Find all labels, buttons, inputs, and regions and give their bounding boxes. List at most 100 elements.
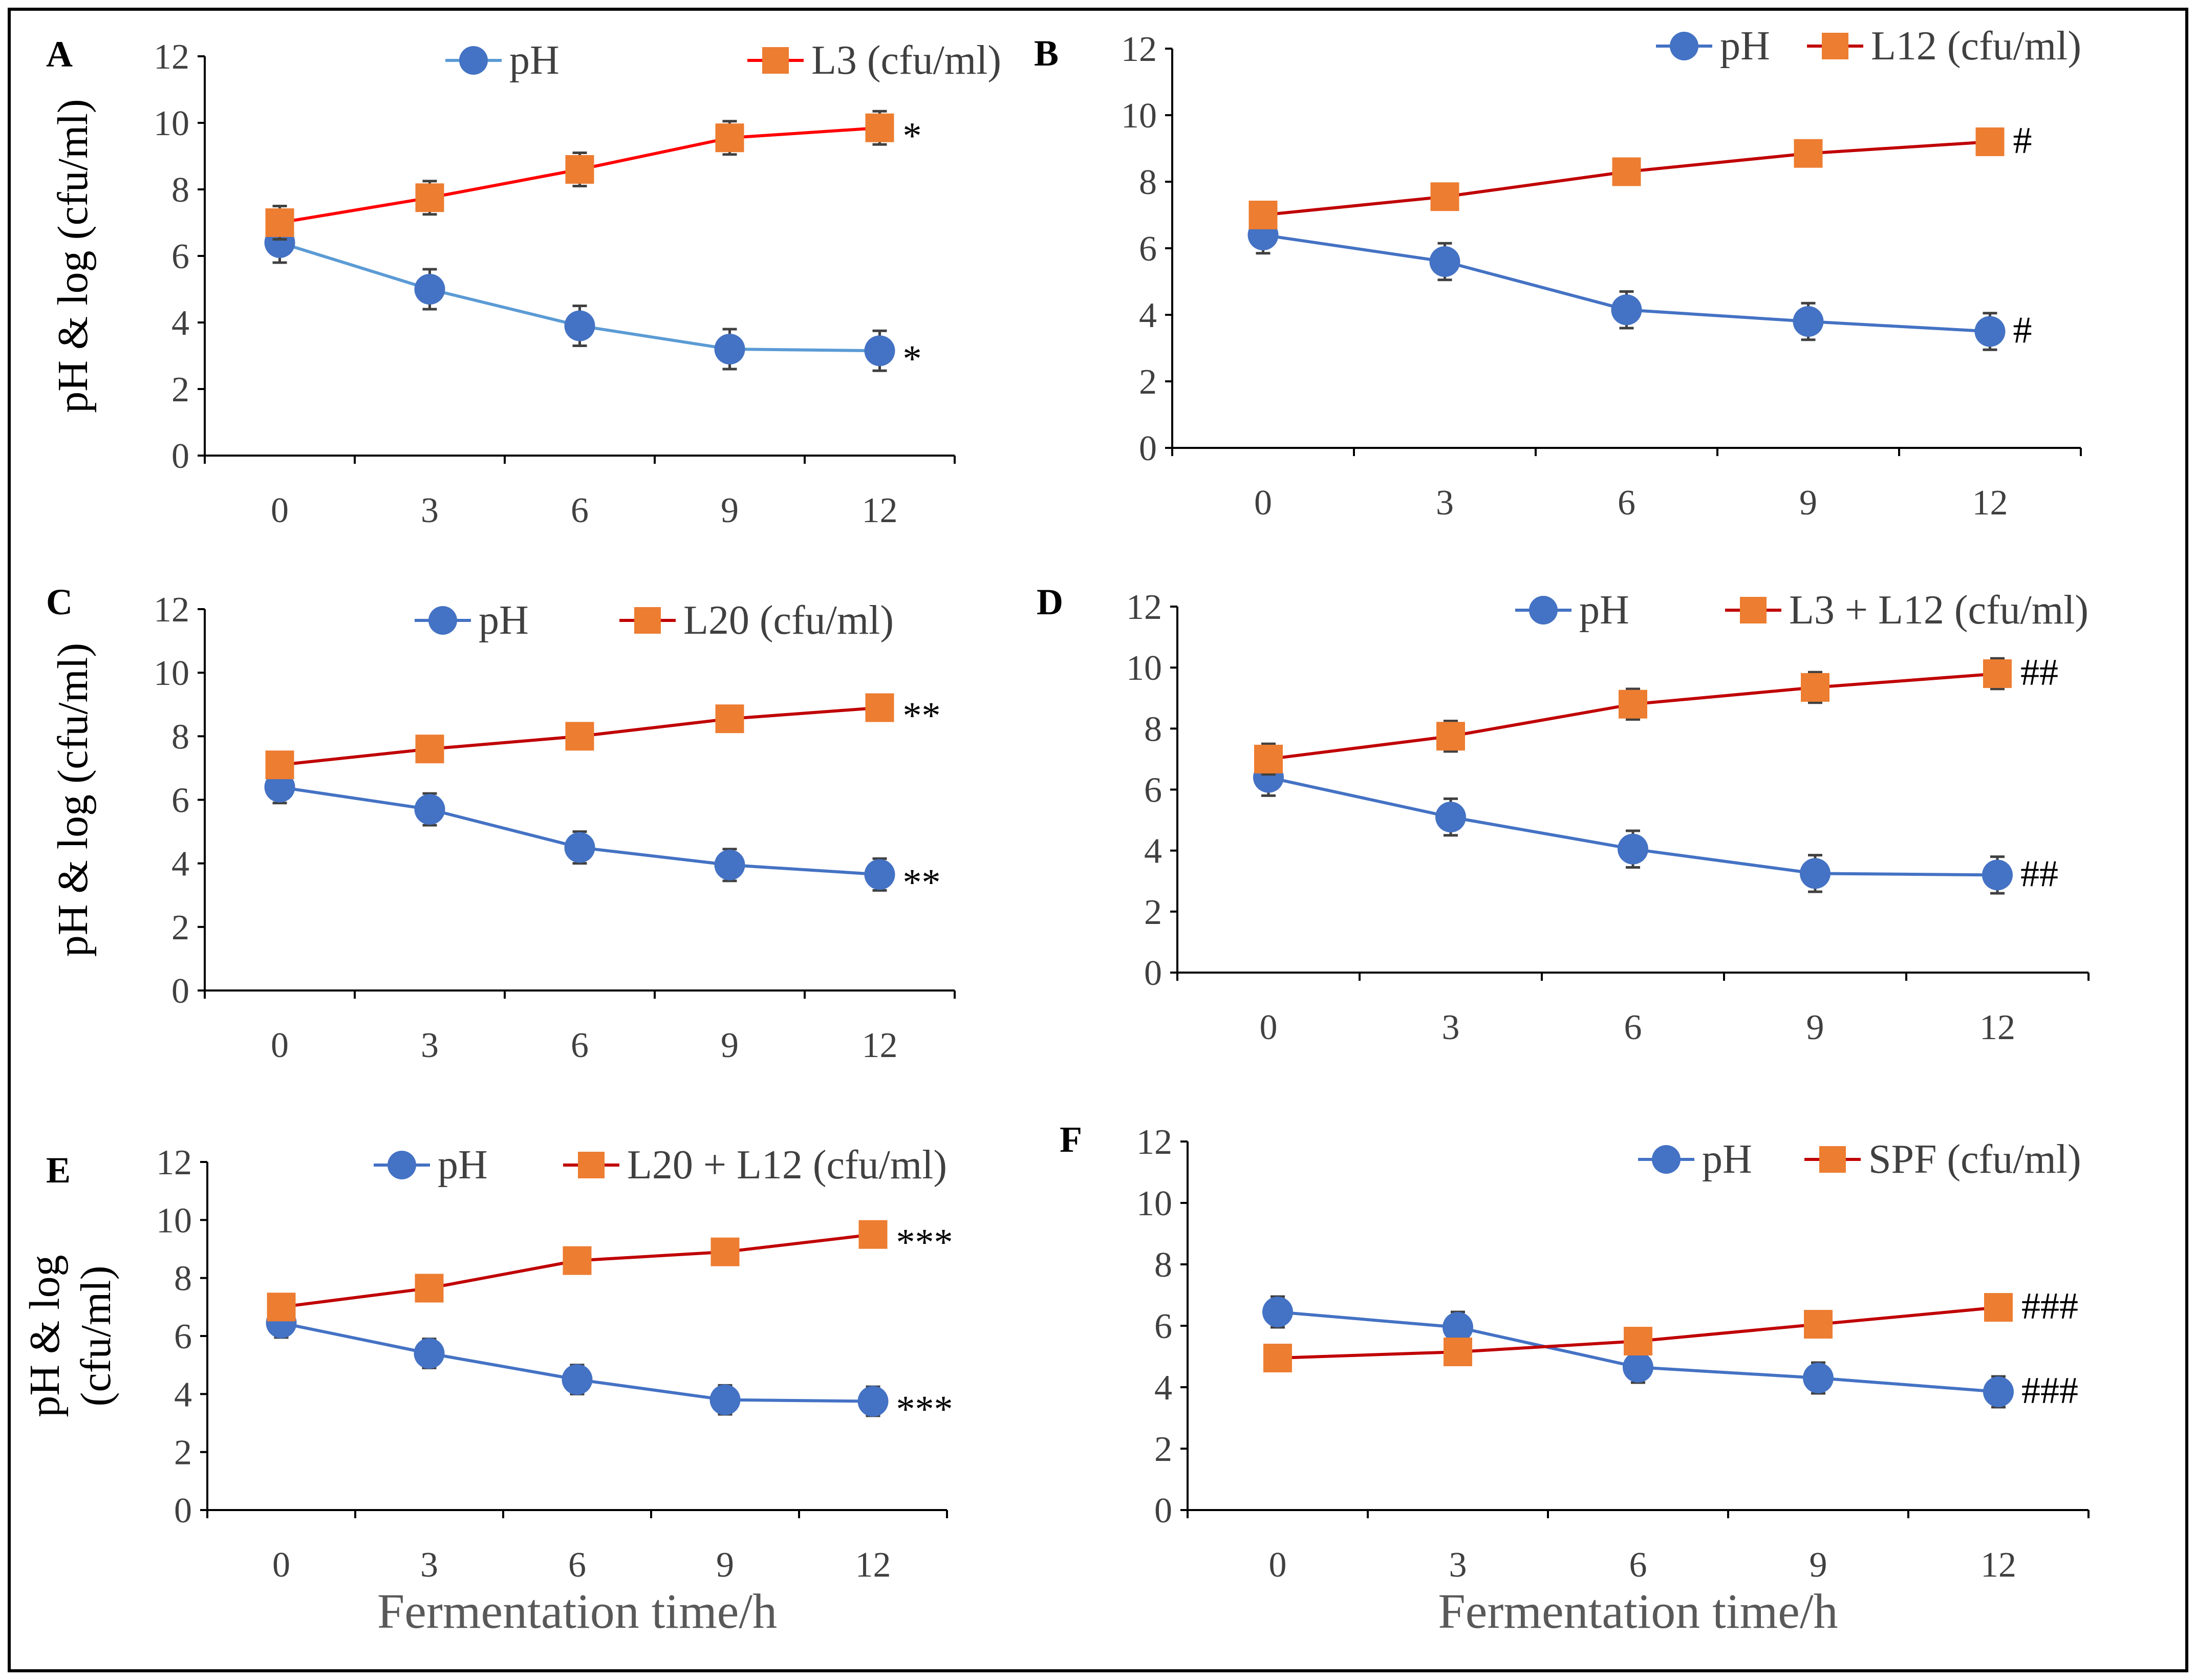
data-point: [714, 849, 745, 880]
data-point: [414, 794, 445, 825]
y-tick-label: 0: [171, 437, 189, 476]
y-tick-label: 6: [1139, 229, 1157, 269]
legend: pH L20 (cfu/ml): [415, 598, 894, 643]
data-point: [1435, 802, 1466, 833]
legend-item: pH: [445, 38, 559, 83]
data-point: [1623, 1352, 1653, 1383]
x-tick-label: 9: [1799, 483, 1817, 523]
data-point: [1612, 157, 1641, 186]
ph-series: ***: [266, 1307, 953, 1431]
y-tick-label: 12: [1136, 1123, 1172, 1162]
data-point: [415, 1274, 444, 1303]
x-tick-label: 0: [271, 1026, 289, 1065]
panel-label: E: [46, 1150, 71, 1191]
data-point: [565, 155, 594, 184]
x-tick-label: 6: [1629, 1545, 1647, 1585]
legend-marker: [1529, 596, 1558, 624]
legend-marker: [1670, 32, 1698, 60]
x-tick-label: 0: [1269, 1545, 1287, 1585]
data-point: [1804, 1310, 1833, 1339]
legend-label: pH: [479, 598, 529, 643]
panel-e: E 0 2 4 6 8 10 12 0 3 6 9 12 pH & log (cfu/ml) Fermenta…: [21, 1143, 953, 1639]
y-tick-label: 4: [171, 304, 189, 343]
ph-series: **: [264, 770, 941, 903]
significance-mark: **: [903, 695, 941, 737]
significance-mark: ##: [2020, 652, 2058, 694]
ph-series: ##: [1253, 758, 2058, 895]
legend-marker: [1819, 1146, 1846, 1173]
x-tick-label: 6: [1618, 483, 1635, 523]
panel-b: B 0 2 4 6 8 10 12 0 3 6 9 12 # # pH L12 (cfu/ml): [1034, 24, 2082, 523]
legend: pH L20 + L12 (cfu/ml): [374, 1143, 947, 1188]
y-tick-label: 4: [1139, 296, 1157, 335]
x-tick-label: 3: [421, 1026, 439, 1065]
x-tick-label: 3: [420, 1545, 438, 1585]
legend: pH L3 (cfu/ml): [445, 38, 1001, 83]
data-point: [1983, 659, 2012, 688]
x-tick-label: 3: [1449, 1545, 1467, 1585]
significance-mark: *: [903, 115, 922, 157]
x-tick-label: 6: [1624, 1008, 1642, 1047]
legend-item: L20 (cfu/ml): [619, 598, 894, 643]
legend-marker: [1652, 1145, 1681, 1174]
y-tick-label: 12: [1126, 588, 1162, 627]
legend-marker: [578, 1152, 605, 1178]
data-point: [714, 334, 745, 364]
data-point: [1794, 139, 1823, 168]
data-point: [564, 310, 595, 341]
legend-label: SPF (cfu/ml): [1868, 1137, 2081, 1182]
data-point: [1982, 859, 2013, 891]
panel-c: C 0 2 4 6 8 10 12 0 3 6 9 12 pH & log (cfu/ml) ** ** pH L…: [46, 581, 956, 1065]
y-tick-label: 8: [171, 170, 189, 210]
y-tick-label: 10: [1136, 1184, 1172, 1223]
cfu-series: ##: [1254, 652, 2058, 776]
y-tick-label: 8: [171, 717, 189, 757]
data-point: [864, 335, 895, 367]
legend-label: pH: [509, 38, 559, 83]
x-axis-label: Fermentation time/h: [377, 1584, 777, 1639]
x-tick-label: 0: [1260, 1008, 1278, 1047]
data-point: [857, 1386, 889, 1417]
data-point: [563, 1246, 592, 1275]
y-tick-label: 8: [1139, 163, 1157, 202]
y-tick-label: 4: [174, 1375, 192, 1414]
y-axis-label: (cfu/ml): [72, 1265, 120, 1406]
x-tick-label: 0: [272, 1545, 290, 1585]
data-point: [1611, 294, 1642, 326]
data-point: [715, 704, 744, 734]
y-tick-label: 2: [171, 370, 189, 410]
legend-item: pH: [415, 598, 529, 643]
x-tick-label: 12: [1972, 483, 2008, 523]
y-tick-label: 10: [154, 104, 189, 143]
data-point: [264, 771, 295, 803]
x-tick-label: 0: [1254, 483, 1272, 523]
panel-label: F: [1060, 1119, 1082, 1160]
x-tick-label: 0: [271, 491, 289, 530]
legend-label: pH: [438, 1143, 488, 1188]
x-tick-label: 12: [862, 491, 898, 530]
data-point: [1984, 1293, 2013, 1322]
data-point: [1436, 722, 1465, 751]
cfu-series: #: [1248, 120, 2032, 229]
y-tick-label: 8: [1154, 1245, 1172, 1285]
y-tick-label: 10: [1121, 96, 1157, 136]
data-point: [414, 1338, 445, 1369]
x-tick-label: 9: [721, 1026, 739, 1065]
y-tick-label: 6: [171, 237, 189, 276]
x-tick-label: 6: [571, 1026, 589, 1065]
data-point: [1974, 316, 2006, 347]
panel-label: A: [46, 34, 73, 75]
y-tick-label: 8: [1144, 709, 1162, 749]
legend: pH SPF (cfu/ml): [1638, 1137, 2081, 1182]
y-tick-label: 6: [174, 1317, 192, 1356]
x-axis-label: Fermentation time/h: [1438, 1584, 1838, 1639]
y-tick-label: 12: [156, 1143, 192, 1182]
legend-item: pH: [1656, 24, 1770, 69]
y-tick-label: 2: [1144, 893, 1162, 932]
y-tick-label: 10: [154, 654, 189, 693]
data-point: [564, 832, 595, 863]
y-tick-label: 4: [171, 845, 189, 884]
data-point: [1619, 690, 1647, 719]
data-point: [415, 183, 444, 212]
